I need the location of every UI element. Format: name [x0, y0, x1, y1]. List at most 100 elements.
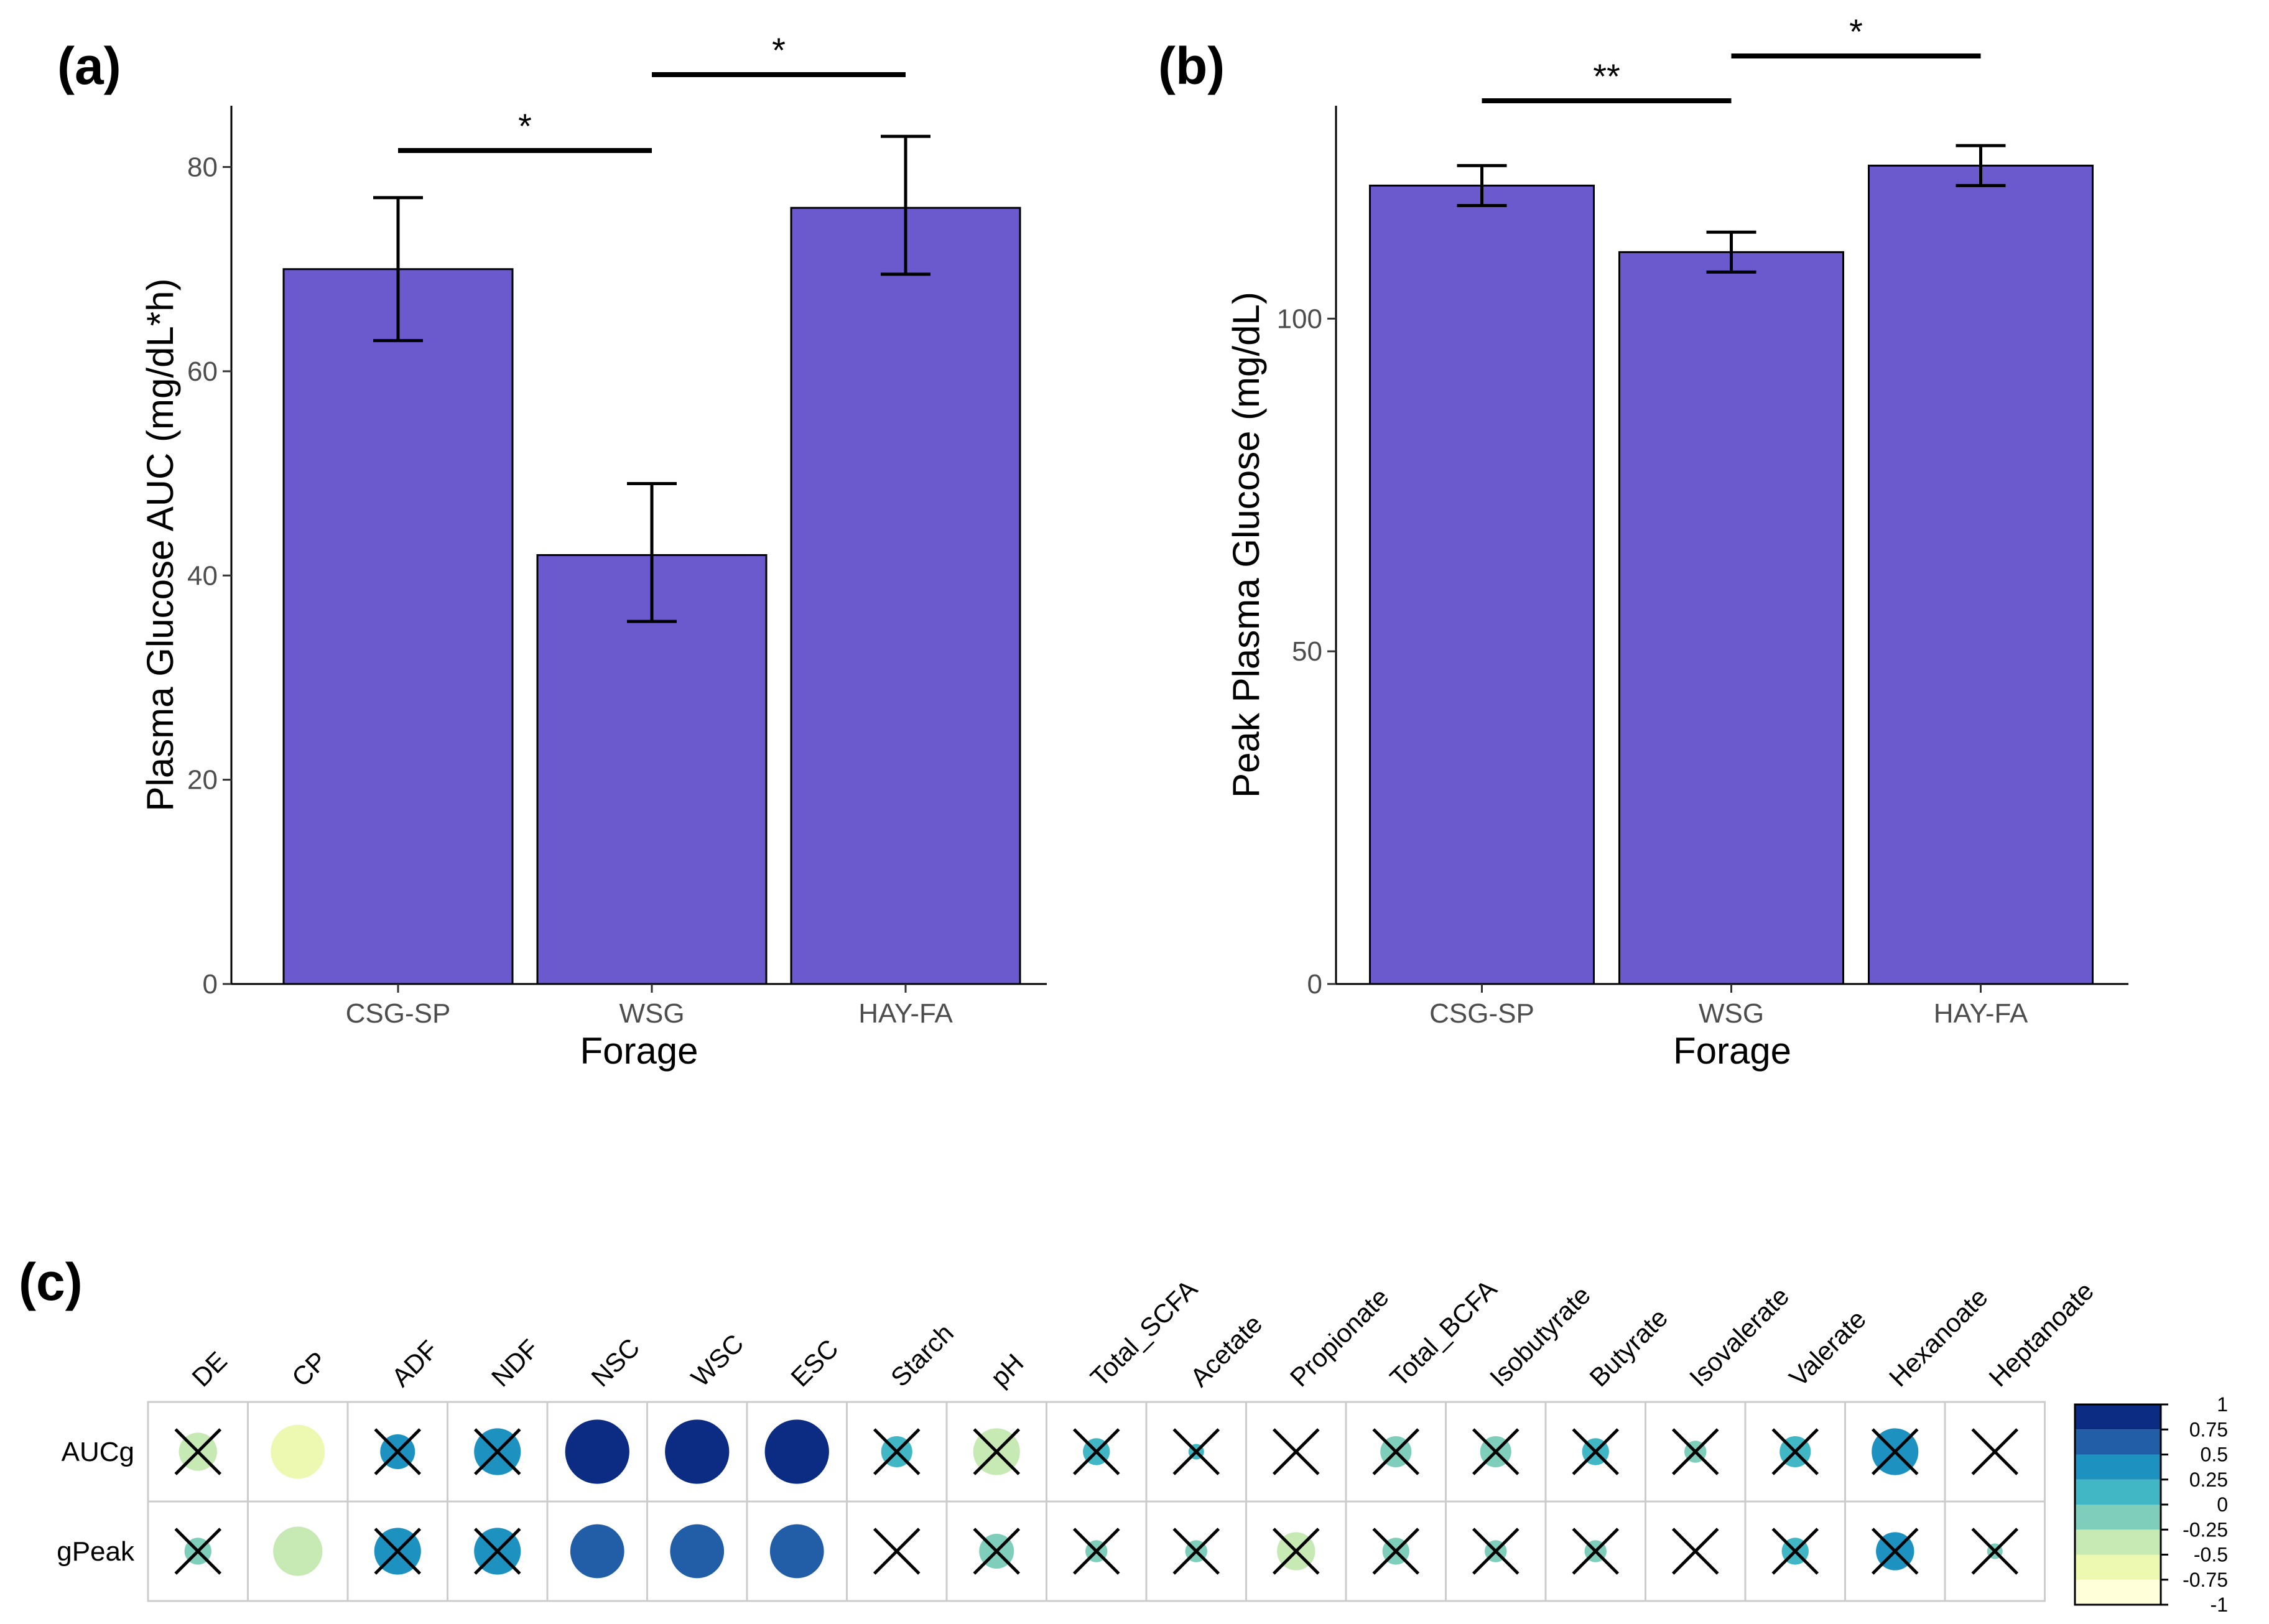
chart-a-x-tick-label: HAY-FA — [858, 998, 953, 1029]
legend-swatch — [2075, 1429, 2161, 1455]
column-label: Propionate — [1284, 1282, 1394, 1392]
panel-a-label: (a) — [57, 37, 121, 95]
nonsignificant-cross — [1172, 1428, 1220, 1475]
column-label: Isobutyrate — [1484, 1280, 1596, 1392]
nonsignificant-cross — [174, 1428, 222, 1475]
chart-a-y-tick-label: 20 — [187, 765, 218, 796]
nonsignificant-cross — [374, 1528, 422, 1575]
nonsignificant-cross — [973, 1428, 1021, 1475]
nonsignificant-cross — [1072, 1428, 1120, 1475]
legend-label: 0.25 — [2189, 1469, 2228, 1491]
column-label: DE — [186, 1346, 233, 1393]
correlation-circle — [665, 1419, 730, 1484]
column-label: ESC — [785, 1334, 843, 1392]
correlation-circle — [565, 1419, 629, 1484]
panel-b-label: (b) — [1158, 37, 1225, 95]
chart-a-significance-label: * — [772, 30, 786, 70]
chart-a-bar — [536, 554, 768, 985]
chart-b-y-axis-title: Peak Plasma Glucose (mg/dL) — [1225, 292, 1267, 798]
nonsignificant-cross — [1771, 1428, 1819, 1475]
legend-label: -0.25 — [2183, 1518, 2228, 1541]
column-label: NDF — [486, 1334, 544, 1392]
nonsignificant-cross — [1472, 1428, 1520, 1475]
nonsignificant-cross — [1971, 1428, 2019, 1475]
column-label: Isovalerate — [1684, 1281, 1795, 1393]
nonsignificant-cross — [1372, 1528, 1420, 1575]
chart-b-bar — [1618, 251, 1844, 985]
chart-b: 0 50 100 CSG-SP WSG HAY-FA Forage Peak Plasma G… — [1225, 12, 2128, 1072]
column-label: WSC — [685, 1329, 749, 1393]
chart-a-significance-label: * — [518, 106, 532, 146]
row-label: AUCg — [62, 1437, 134, 1467]
legend-swatch — [2075, 1505, 2161, 1530]
chart-b-significance-label: ** — [1593, 57, 1620, 96]
correlation-circle — [769, 1524, 824, 1579]
column-label: Total_SCFA — [1085, 1274, 1203, 1392]
column-label: ADF — [386, 1335, 443, 1393]
chart-a-y-axis-title: Plasma Glucose AUC (mg/dL*h) — [139, 279, 181, 812]
nonsignificant-cross — [1671, 1528, 1719, 1575]
legend-swatch — [2075, 1529, 2161, 1555]
chart-b-y-tick-label: 0 — [1307, 969, 1322, 1000]
legend-swatch — [2075, 1404, 2161, 1430]
chart-a-bar — [790, 206, 1021, 985]
column-label: Butyrate — [1584, 1303, 1673, 1393]
nonsignificant-cross — [174, 1528, 222, 1575]
chart-b-y-tick-label: 50 — [1292, 636, 1322, 667]
correlation-circle — [271, 1424, 325, 1479]
chart-b-bar — [1369, 184, 1595, 985]
chart-a: 0 20 40 60 80 CSG-SP WSG HAY-FA Forage Plasma Glu… — [139, 30, 1047, 1072]
column-label: Total_BCFA — [1384, 1274, 1502, 1392]
nonsignificant-cross — [1172, 1528, 1220, 1575]
chart-a-x-tick-label: WSG — [619, 998, 684, 1029]
column-label: Acetate — [1184, 1309, 1268, 1392]
chart-b-x-tick-label: WSG — [1699, 998, 1764, 1029]
legend-swatch — [2075, 1454, 2161, 1480]
nonsignificant-cross — [1671, 1428, 1719, 1475]
nonsignificant-cross — [1472, 1528, 1520, 1575]
nonsignificant-cross — [473, 1428, 521, 1475]
chart-b-significance-label: * — [1849, 12, 1863, 51]
panel-c-label: (c) — [19, 1253, 83, 1311]
nonsignificant-cross — [1372, 1428, 1420, 1475]
nonsignificant-cross — [973, 1528, 1021, 1575]
nonsignificant-cross — [473, 1528, 521, 1575]
nonsignificant-cross — [1072, 1528, 1120, 1575]
nonsignificant-cross — [873, 1528, 921, 1575]
nonsignificant-cross — [1272, 1528, 1320, 1575]
chart-b-bar — [1868, 164, 2094, 985]
correlation-circle — [570, 1524, 624, 1579]
nonsignificant-cross — [1272, 1428, 1320, 1475]
chart-a-y-tick-label: 60 — [187, 356, 218, 387]
legend-swatch — [2075, 1479, 2161, 1505]
column-label: Heptanoate — [1983, 1276, 2099, 1393]
column-label: CP — [286, 1346, 333, 1393]
nonsignificant-cross — [873, 1428, 921, 1475]
chart-a-y-tick-label: 80 — [187, 152, 218, 183]
nonsignificant-cross — [1871, 1428, 1919, 1475]
legend-label: 0 — [2217, 1493, 2228, 1516]
legend-label: -0.75 — [2183, 1569, 2228, 1591]
chart-b-x-axis-title: Forage — [1673, 1030, 1791, 1072]
correlation-circle — [273, 1526, 323, 1576]
column-label: pH — [985, 1348, 1029, 1392]
correlation-circle — [670, 1524, 725, 1579]
column-label: Starch — [885, 1318, 959, 1392]
chart-a-y-tick-label: 0 — [203, 969, 218, 1000]
legend-swatch — [2075, 1554, 2161, 1580]
chart-a-x-tick-label: CSG-SP — [346, 998, 451, 1029]
row-label: gPeak — [57, 1536, 135, 1567]
chart-b-x-tick-label: HAY-FA — [1934, 998, 2028, 1029]
nonsignificant-cross — [1871, 1528, 1919, 1575]
nonsignificant-cross — [1971, 1528, 2019, 1575]
legend-label: 1 — [2217, 1393, 2228, 1416]
chart-a-x-axis-title: Forage — [580, 1030, 698, 1072]
column-label: Hexanoate — [1883, 1282, 1993, 1392]
nonsignificant-cross — [1572, 1428, 1620, 1475]
chart-b-y-tick-label: 100 — [1277, 304, 1322, 334]
column-label: Valerate — [1783, 1304, 1872, 1393]
column-label: NSC — [585, 1332, 645, 1392]
legend-label: 0.75 — [2189, 1418, 2228, 1441]
chart-a-y-tick-label: 40 — [187, 560, 218, 591]
